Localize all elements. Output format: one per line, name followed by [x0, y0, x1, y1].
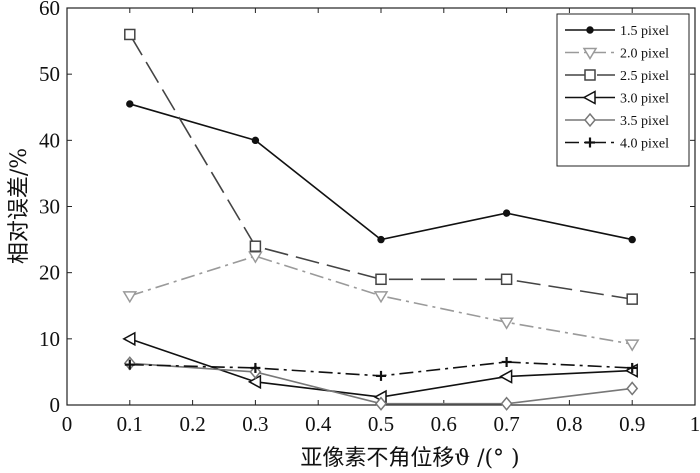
data-point: [377, 235, 385, 244]
data-point: [500, 273, 513, 286]
legend-label: 2.5 pixel: [620, 69, 669, 84]
data-point: [122, 331, 136, 347]
data-point: [502, 209, 511, 217]
data-point: [122, 291, 138, 304]
series-2: [124, 28, 638, 305]
y-tick-label: 40: [39, 128, 60, 152]
data-point: [375, 396, 387, 411]
legend: 1.5 pixel 2.0 pixel 2.5 pixel 3.0 pixel 3.5 …: [556, 13, 690, 167]
x-tick-label: 0.7: [493, 412, 519, 436]
series-5: [124, 356, 638, 381]
data-point: [249, 240, 262, 252]
data-point: [500, 396, 513, 411]
data-point: [501, 356, 512, 367]
data-point: [624, 339, 640, 352]
legend-marker: [582, 90, 596, 105]
legend-label: 4.0 pixel: [620, 137, 669, 152]
data-point: [376, 370, 386, 381]
x-axis-label: 亚像素不角位移ϑ /(° ): [300, 446, 519, 471]
legend-marker: [582, 47, 598, 60]
x-tick-label: 0.4: [305, 412, 332, 436]
legend-marker: [586, 26, 594, 34]
data-point: [248, 251, 263, 264]
y-tick-label: 60: [39, 0, 60, 20]
x-tick-label: 0.8: [556, 412, 582, 436]
y-tick-label: 50: [39, 62, 60, 86]
legend-marker: [584, 69, 596, 81]
y-tick-label: 30: [39, 195, 60, 219]
legend-marker: [585, 137, 595, 148]
x-tick-label: 0.5: [368, 412, 394, 436]
series-1: [122, 251, 640, 352]
x-tick-label: 0.1: [117, 412, 143, 436]
data-point: [250, 362, 261, 373]
data-point: [499, 317, 514, 330]
y-tick-label: 0: [50, 393, 61, 417]
series-line: [129, 34, 633, 300]
data-point: [628, 235, 636, 244]
data-point: [373, 291, 389, 304]
x-tick-label: 1: [690, 412, 700, 436]
y-tick-label: 20: [39, 261, 60, 285]
legend-box: [556, 13, 690, 167]
series-4: [123, 356, 639, 411]
x-tick-label: 0.3: [242, 412, 268, 436]
data-point: [626, 293, 638, 305]
x-tick-label: 0.6: [431, 412, 457, 436]
data-point: [124, 28, 136, 41]
legend-label: 2.0 pixel: [620, 47, 669, 62]
legend-label: 1.5 pixel: [620, 24, 669, 39]
series-0: [126, 100, 636, 244]
axis-ticks: 0 0.1 0.2 0.3 0.4 0.5 0.6 0.7 0.8 0.9 101020304050…: [39, 0, 700, 436]
x-tick-label: 0.2: [179, 412, 205, 436]
data-point: [626, 381, 639, 396]
data-point: [375, 273, 387, 286]
legend-marker: [584, 112, 596, 128]
legend-label: 3.5 pixel: [620, 114, 669, 129]
legend-label: 3.0 pixel: [620, 92, 669, 107]
data-point: [251, 136, 260, 145]
data-point: [124, 359, 135, 370]
data-point: [247, 374, 262, 390]
x-tick-label: 0: [62, 412, 73, 436]
y-tick-label: 10: [39, 327, 60, 351]
data-point: [499, 369, 513, 384]
series-layer: [122, 28, 640, 411]
y-axis-label: 相对误差/%: [7, 148, 32, 264]
x-tick-label: 0.9: [619, 412, 645, 436]
data-point: [627, 362, 638, 373]
data-point: [126, 100, 134, 108]
